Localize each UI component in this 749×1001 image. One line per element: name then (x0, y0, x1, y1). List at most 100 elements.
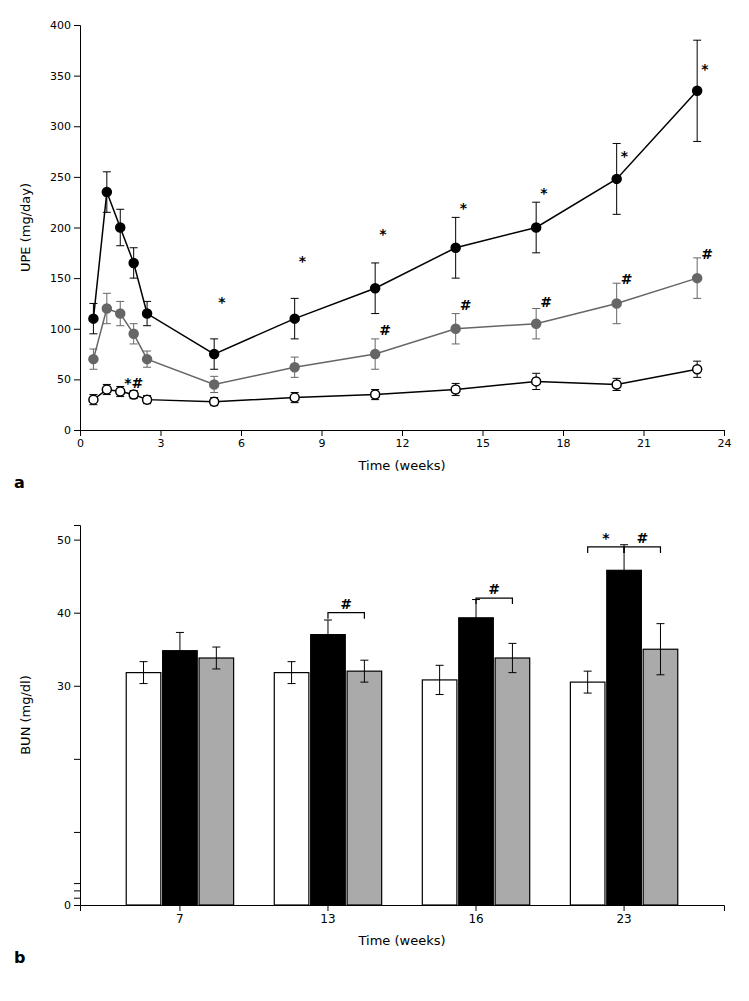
tick-label: 0 (77, 437, 84, 450)
tick-mark (644, 430, 645, 436)
tick-label: 0 (64, 899, 71, 912)
error-bar (613, 283, 621, 324)
annotation: # (460, 297, 472, 313)
bracket-label: # (340, 596, 352, 612)
error-bar (103, 384, 111, 394)
marker (143, 309, 152, 318)
bar (643, 649, 678, 905)
error-bar (143, 396, 151, 404)
tick-label: 0 (64, 424, 71, 437)
error-bar (656, 624, 664, 675)
marker (612, 380, 621, 389)
marker (612, 299, 621, 308)
tick-mark (74, 177, 80, 178)
tick: 21 (637, 430, 651, 450)
tick: 50 (57, 534, 80, 547)
error-bar (371, 390, 379, 400)
error-bar (472, 600, 480, 637)
marker (371, 284, 380, 293)
tick-mark (74, 126, 80, 127)
marker (532, 319, 541, 328)
tick-mark (74, 540, 80, 541)
annotation: # (540, 294, 552, 310)
error-bar (212, 647, 220, 669)
marker (451, 324, 460, 333)
tick-mark (74, 890, 80, 891)
y-axis-title: UPE (mg/day) (18, 183, 33, 272)
tick-mark (74, 759, 80, 760)
line (93, 369, 697, 401)
tick: 100 (50, 323, 80, 336)
tick-label: 100 (50, 323, 71, 336)
error-bar (116, 209, 124, 245)
annotation: * (701, 61, 709, 77)
tick: 400 (50, 19, 80, 32)
marker (290, 363, 299, 372)
bar (495, 658, 530, 905)
marker (89, 355, 98, 364)
marker (693, 86, 702, 95)
marker (129, 390, 138, 399)
panel-label: b (14, 948, 25, 967)
marker (371, 350, 380, 359)
tick: 18 (557, 430, 571, 450)
tick-label: 250 (50, 171, 71, 184)
error-bar (288, 662, 296, 684)
error-bar (452, 383, 460, 395)
tick: 50 (57, 373, 80, 386)
axis: 0304050 (57, 526, 81, 913)
annotation: # (621, 271, 633, 287)
error-bar (693, 258, 701, 299)
series (199, 624, 678, 905)
marker (89, 395, 98, 404)
tick-mark (74, 883, 80, 884)
bar (607, 570, 642, 905)
tick-label: 16 (468, 912, 483, 926)
tick-label: 6 (238, 437, 245, 450)
plot-area (89, 40, 702, 406)
tick: 150 (50, 272, 80, 285)
error-bar (532, 202, 540, 253)
series (89, 40, 702, 369)
error-bar (291, 357, 299, 377)
error-bar (89, 303, 97, 333)
tick-label: 12 (396, 437, 410, 450)
tick-mark (179, 905, 180, 911)
bar (311, 635, 346, 905)
error-bar (130, 391, 138, 399)
figure: 03691215182124050100150200250300350400Ti… (0, 0, 749, 1001)
error-bar (324, 620, 332, 649)
marker (371, 390, 380, 399)
axis-line (81, 431, 725, 437)
bar (422, 680, 457, 905)
tick-mark (74, 430, 80, 431)
marker (89, 314, 98, 323)
error-bar (452, 217, 460, 278)
annotation: # (701, 246, 713, 262)
tick: 16 (468, 905, 483, 926)
tick: 0 (64, 424, 80, 437)
tick: 9 (319, 430, 326, 450)
marker (143, 355, 152, 364)
tick-mark (74, 25, 80, 26)
error-bar (210, 376, 218, 392)
marker (210, 397, 219, 406)
axis: 7131623 (81, 905, 725, 926)
tick-mark (74, 329, 80, 330)
tick-mark (402, 430, 403, 436)
marker (102, 385, 111, 394)
tick-label: 30 (57, 680, 71, 693)
tick-mark (74, 613, 80, 614)
marker (693, 274, 702, 283)
tick (74, 759, 80, 760)
axis-line (81, 906, 725, 912)
tick-mark (74, 379, 80, 380)
bracket (588, 547, 624, 553)
bracket (476, 598, 512, 604)
tick-label: 18 (557, 437, 571, 450)
error-bar (89, 395, 97, 405)
tick-label: 7 (176, 912, 184, 926)
tick-mark (724, 430, 725, 436)
tick: 30 (57, 680, 80, 693)
error-bar (508, 643, 516, 672)
